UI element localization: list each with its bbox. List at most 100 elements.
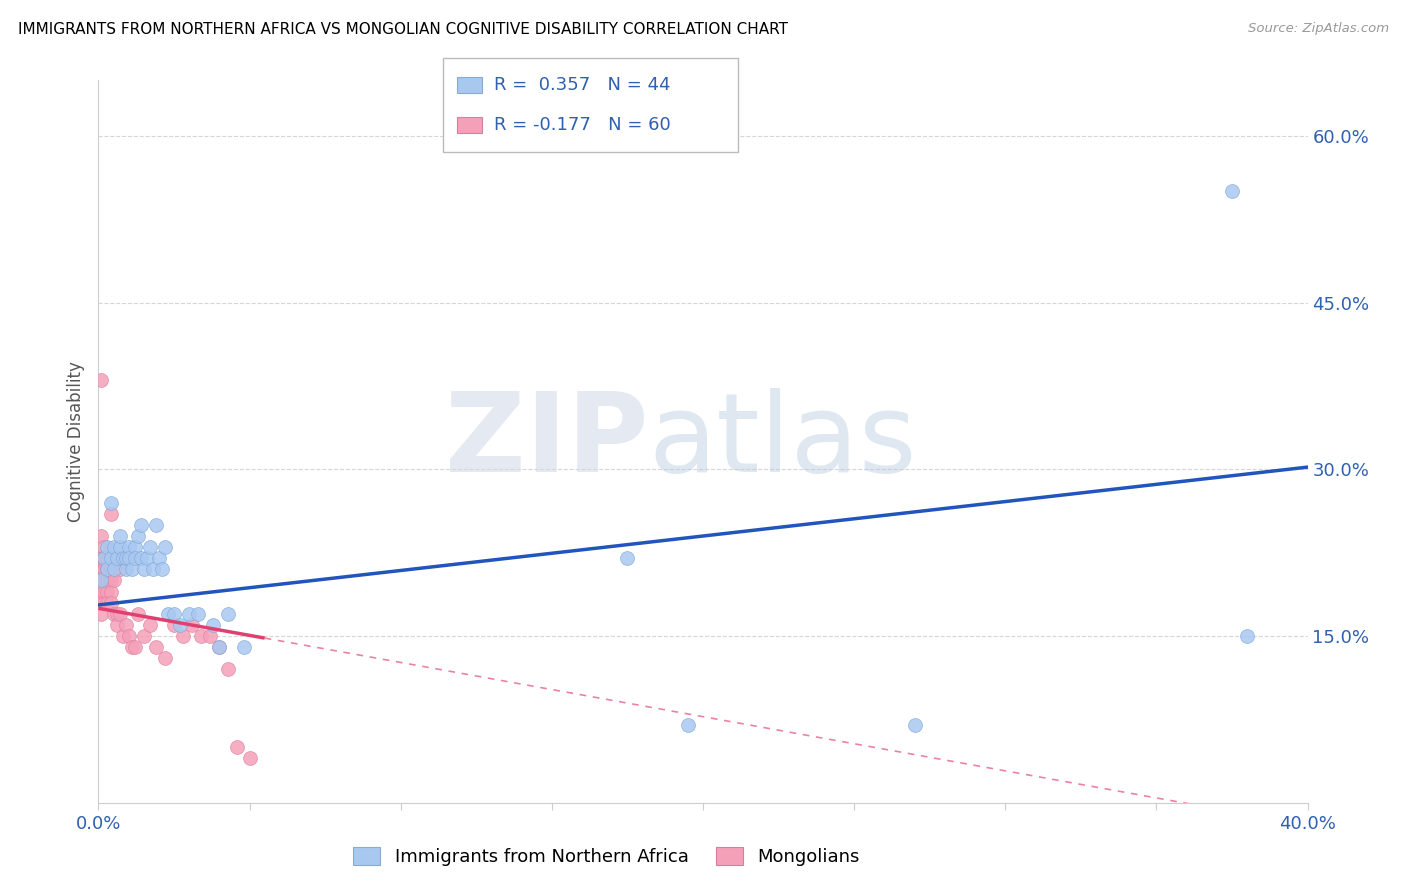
Point bbox=[676, 718, 699, 732]
Point bbox=[96, 574, 118, 588]
Point bbox=[1236, 629, 1258, 643]
Point bbox=[226, 740, 249, 755]
Point bbox=[93, 562, 115, 576]
Point bbox=[100, 562, 122, 576]
Point bbox=[90, 562, 112, 576]
Point bbox=[239, 751, 262, 765]
Point bbox=[103, 562, 125, 576]
Point bbox=[93, 551, 115, 566]
Point bbox=[108, 607, 131, 621]
Point bbox=[135, 551, 157, 566]
Point bbox=[90, 373, 112, 387]
Y-axis label: Cognitive Disability: Cognitive Disability bbox=[67, 361, 86, 522]
Point bbox=[103, 574, 125, 588]
Point bbox=[153, 540, 176, 554]
Point bbox=[181, 618, 204, 632]
Point bbox=[93, 584, 115, 599]
Legend: Immigrants from Northern Africa, Mongolians: Immigrants from Northern Africa, Mongoli… bbox=[346, 839, 866, 873]
Point bbox=[93, 551, 115, 566]
Point bbox=[90, 529, 112, 543]
Point bbox=[145, 640, 167, 655]
Point bbox=[139, 540, 162, 554]
Point bbox=[103, 540, 125, 554]
Point bbox=[129, 517, 152, 532]
Point bbox=[93, 562, 115, 576]
Point bbox=[202, 618, 225, 632]
Point bbox=[100, 507, 122, 521]
Point bbox=[118, 629, 141, 643]
Point bbox=[118, 540, 141, 554]
Point bbox=[156, 607, 179, 621]
Point bbox=[93, 540, 115, 554]
Point bbox=[90, 574, 112, 588]
Point bbox=[108, 540, 131, 554]
Point bbox=[90, 562, 112, 576]
Point bbox=[111, 629, 134, 643]
Point bbox=[90, 584, 112, 599]
Point bbox=[129, 551, 152, 566]
Point bbox=[150, 562, 173, 576]
Point bbox=[148, 551, 170, 566]
Point bbox=[163, 618, 186, 632]
Point bbox=[90, 596, 112, 610]
Point bbox=[96, 562, 118, 576]
Point bbox=[179, 607, 201, 621]
Point bbox=[121, 562, 143, 576]
Point bbox=[217, 662, 239, 676]
Point bbox=[93, 562, 115, 576]
Point bbox=[139, 618, 162, 632]
Point bbox=[108, 529, 131, 543]
Point bbox=[114, 562, 136, 576]
Point bbox=[124, 551, 146, 566]
Point bbox=[105, 618, 128, 632]
Point bbox=[111, 551, 134, 566]
Point bbox=[90, 551, 112, 566]
Point bbox=[132, 629, 155, 643]
Point bbox=[208, 640, 231, 655]
Point bbox=[114, 618, 136, 632]
Point bbox=[100, 496, 122, 510]
Point bbox=[103, 607, 125, 621]
Point bbox=[114, 551, 136, 566]
Text: ZIP: ZIP bbox=[446, 388, 648, 495]
Point bbox=[132, 562, 155, 576]
Point bbox=[169, 618, 191, 632]
Point bbox=[100, 596, 122, 610]
Point bbox=[96, 574, 118, 588]
Point bbox=[127, 607, 149, 621]
Point bbox=[100, 574, 122, 588]
Text: R = -0.177   N = 60: R = -0.177 N = 60 bbox=[494, 116, 671, 134]
Text: IMMIGRANTS FROM NORTHERN AFRICA VS MONGOLIAN COGNITIVE DISABILITY CORRELATION CH: IMMIGRANTS FROM NORTHERN AFRICA VS MONGO… bbox=[18, 22, 789, 37]
Point bbox=[105, 551, 128, 566]
Point bbox=[200, 629, 222, 643]
Point bbox=[217, 607, 239, 621]
Text: R =  0.357   N = 44: R = 0.357 N = 44 bbox=[494, 76, 671, 94]
Point bbox=[90, 574, 112, 588]
Text: Source: ZipAtlas.com: Source: ZipAtlas.com bbox=[1249, 22, 1389, 36]
Point bbox=[904, 718, 927, 732]
Point bbox=[96, 562, 118, 576]
Point bbox=[96, 562, 118, 576]
Point bbox=[93, 574, 115, 588]
Point bbox=[96, 584, 118, 599]
Point bbox=[100, 551, 122, 566]
Point bbox=[105, 607, 128, 621]
Point bbox=[96, 596, 118, 610]
Point bbox=[96, 551, 118, 566]
Point bbox=[153, 651, 176, 665]
Point bbox=[121, 640, 143, 655]
Point bbox=[93, 574, 115, 588]
Point bbox=[103, 562, 125, 576]
Point bbox=[232, 640, 254, 655]
Point bbox=[1220, 185, 1243, 199]
Point bbox=[90, 574, 112, 588]
Point bbox=[93, 551, 115, 566]
Point bbox=[93, 596, 115, 610]
Point bbox=[90, 607, 112, 621]
Point bbox=[142, 562, 165, 576]
Point bbox=[187, 607, 209, 621]
Point bbox=[118, 551, 141, 566]
Point bbox=[163, 607, 186, 621]
Point bbox=[190, 629, 212, 643]
Point bbox=[616, 551, 638, 566]
